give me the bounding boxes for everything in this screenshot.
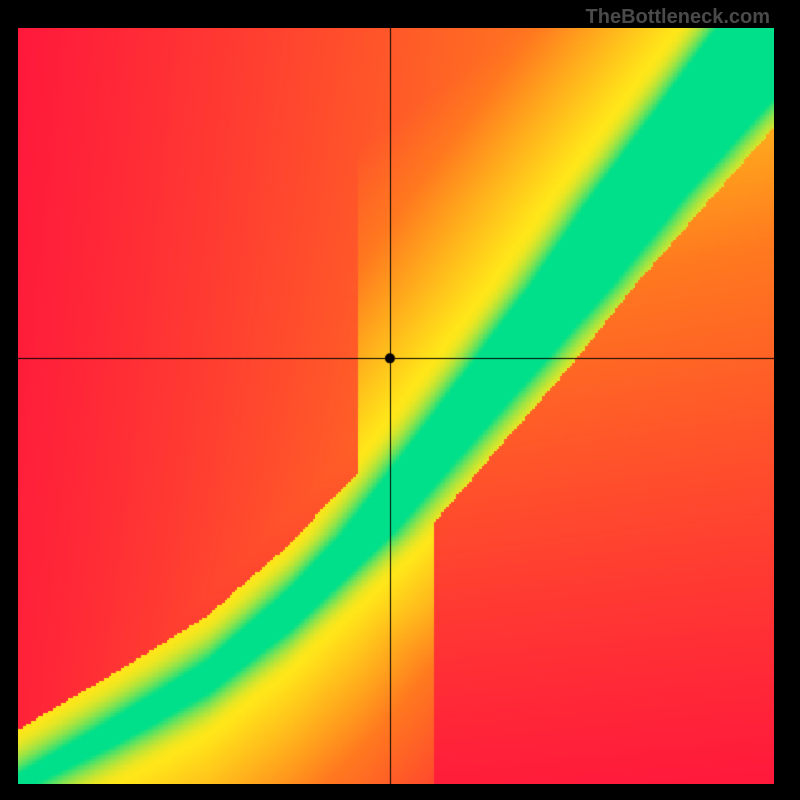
watermark-text: TheBottleneck.com xyxy=(586,6,770,29)
chart-frame xyxy=(18,28,774,784)
page-root: { "watermark": { "text": "TheBottleneck.… xyxy=(0,0,800,800)
bottleneck-heatmap xyxy=(18,28,774,784)
